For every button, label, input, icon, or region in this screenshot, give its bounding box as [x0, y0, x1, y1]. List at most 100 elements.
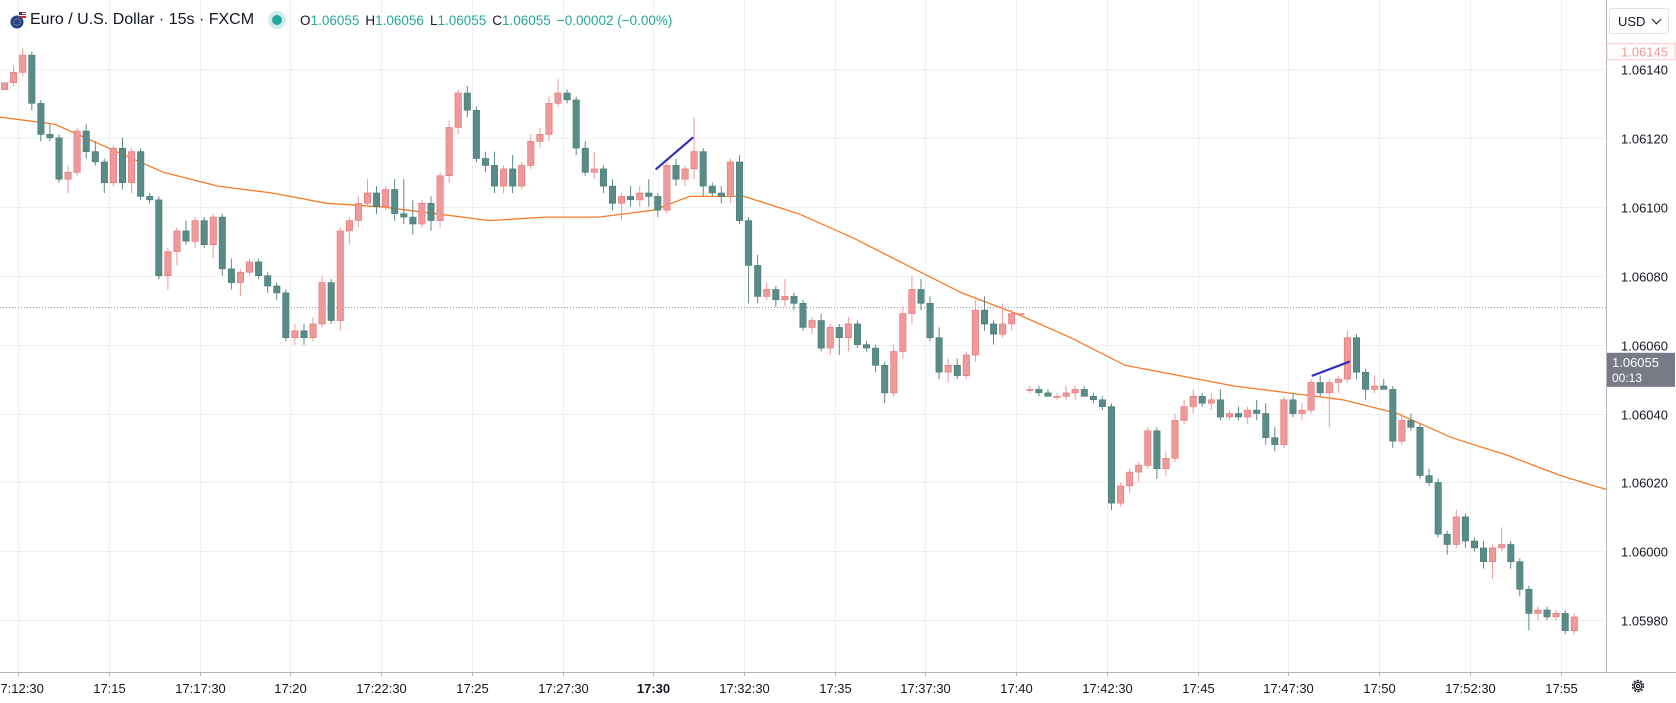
candle-down[interactable]: [264, 272, 272, 293]
candle-down[interactable]: [1407, 413, 1415, 431]
candle-up[interactable]: [1126, 468, 1134, 493]
candle-down[interactable]: [1262, 403, 1270, 445]
candle-down[interactable]: [935, 327, 943, 380]
candle-up[interactable]: [944, 358, 952, 383]
price-scale[interactable]: 1.061401.061201.061001.060801.060601.060…: [1606, 43, 1676, 629]
candle-up[interactable]: [618, 193, 626, 221]
trend-line[interactable]: [655, 136, 694, 170]
candle-down[interactable]: [1316, 375, 1324, 397]
candle-up[interactable]: [1398, 413, 1406, 445]
candle-down[interactable]: [735, 155, 743, 224]
candle-up[interactable]: [763, 282, 771, 300]
candle-up[interactable]: [844, 317, 852, 352]
candle-down[interactable]: [699, 148, 707, 197]
candle-up[interactable]: [1207, 392, 1215, 411]
candle-up[interactable]: [663, 162, 671, 214]
candle-down[interactable]: [717, 186, 725, 204]
candle-down[interactable]: [980, 296, 988, 331]
candle-down[interactable]: [1235, 406, 1243, 421]
candle-up[interactable]: [1071, 386, 1079, 400]
candle-up[interactable]: [1343, 330, 1351, 383]
candle-up[interactable]: [1325, 379, 1333, 428]
candle-down[interactable]: [1153, 427, 1161, 479]
candle-down[interactable]: [572, 96, 580, 156]
candle-down[interactable]: [672, 158, 680, 187]
candle-up[interactable]: [454, 89, 462, 135]
candle-down[interactable]: [218, 213, 226, 276]
candle-up[interactable]: [209, 213, 217, 259]
candle-up[interactable]: [1162, 451, 1170, 476]
candle-up[interactable]: [64, 165, 72, 193]
candle-down[interactable]: [373, 186, 381, 214]
currency-selector[interactable]: USD: [1609, 8, 1669, 34]
candle-down[interactable]: [427, 196, 435, 231]
candle-down[interactable]: [146, 193, 154, 204]
candle-down[interactable]: [563, 89, 571, 104]
candle-up[interactable]: [1452, 510, 1460, 548]
candle-up[interactable]: [899, 306, 907, 359]
candle-down[interactable]: [1108, 403, 1116, 510]
candle-down[interactable]: [1098, 396, 1106, 411]
candle-up[interactable]: [890, 344, 898, 397]
candle-down[interactable]: [182, 220, 190, 245]
candle-down[interactable]: [1507, 541, 1515, 569]
candle-up[interactable]: [1371, 375, 1379, 393]
candle-down[interactable]: [862, 341, 870, 352]
candle-down[interactable]: [1425, 468, 1433, 486]
candle-down[interactable]: [654, 193, 662, 218]
gear-icon[interactable]: [1630, 678, 1646, 694]
candle-up[interactable]: [291, 323, 299, 345]
symbol-title[interactable]: Euro / U.S. Dollar · 15s · FXCM: [30, 11, 255, 28]
candle-up[interactable]: [418, 199, 426, 228]
candle-down[interactable]: [409, 199, 417, 235]
candle-up[interactable]: [445, 120, 453, 183]
candle-down[interactable]: [1089, 392, 1097, 404]
candle-up[interactable]: [908, 275, 916, 324]
candle-down[interactable]: [1044, 389, 1052, 397]
candle-up[interactable]: [382, 186, 390, 211]
candle-down[interactable]: [55, 134, 63, 183]
candle-up[interactable]: [73, 127, 81, 176]
candle-down[interactable]: [799, 299, 807, 331]
candle-up[interactable]: [309, 317, 317, 342]
candle-down[interactable]: [300, 323, 308, 345]
candle-down[interactable]: [28, 51, 36, 111]
candle-up[interactable]: [1, 82, 9, 90]
candle-down[interactable]: [1516, 558, 1524, 597]
candle-down[interactable]: [645, 179, 653, 207]
candle-down[interactable]: [708, 182, 716, 197]
candle-down[interactable]: [1380, 379, 1388, 390]
candle-down[interactable]: [853, 320, 861, 349]
candle-up[interactable]: [1135, 461, 1143, 483]
candle-up[interactable]: [436, 172, 444, 228]
candle-up[interactable]: [726, 158, 734, 204]
candle-down[interactable]: [608, 179, 616, 211]
candle-down[interactable]: [1080, 386, 1088, 397]
candle-down[interactable]: [1389, 386, 1397, 448]
candle-up[interactable]: [590, 151, 598, 180]
time-scale[interactable]: 17:12:30 17:15 17:17:30 17:20 17:22:30 17:25 1…: [0, 672, 1578, 696]
candle-down[interactable]: [745, 217, 753, 304]
candle-up[interactable]: [1062, 386, 1070, 400]
candle-down[interactable]: [1543, 606, 1551, 621]
candle-up[interactable]: [1180, 399, 1188, 424]
candle-down[interactable]: [227, 258, 235, 290]
candle-down[interactable]: [400, 179, 408, 224]
candle-up[interactable]: [191, 217, 199, 249]
candle-down[interactable]: [155, 196, 163, 280]
trend-lines[interactable]: [655, 136, 1351, 377]
candle-up[interactable]: [1334, 375, 1342, 393]
candle-down[interactable]: [1253, 399, 1261, 421]
candle-down[interactable]: [46, 124, 54, 142]
candle-up[interactable]: [1298, 403, 1306, 421]
candle-up[interactable]: [527, 134, 535, 169]
candle-up[interactable]: [1226, 410, 1234, 421]
candle-down[interactable]: [1561, 610, 1569, 635]
candle-down[interactable]: [599, 165, 607, 193]
candle-down[interactable]: [1289, 392, 1297, 417]
candle-up[interactable]: [1017, 313, 1025, 315]
candle-up[interactable]: [1117, 482, 1125, 507]
candle-up[interactable]: [246, 258, 254, 276]
candle-down[interactable]: [1271, 427, 1279, 452]
